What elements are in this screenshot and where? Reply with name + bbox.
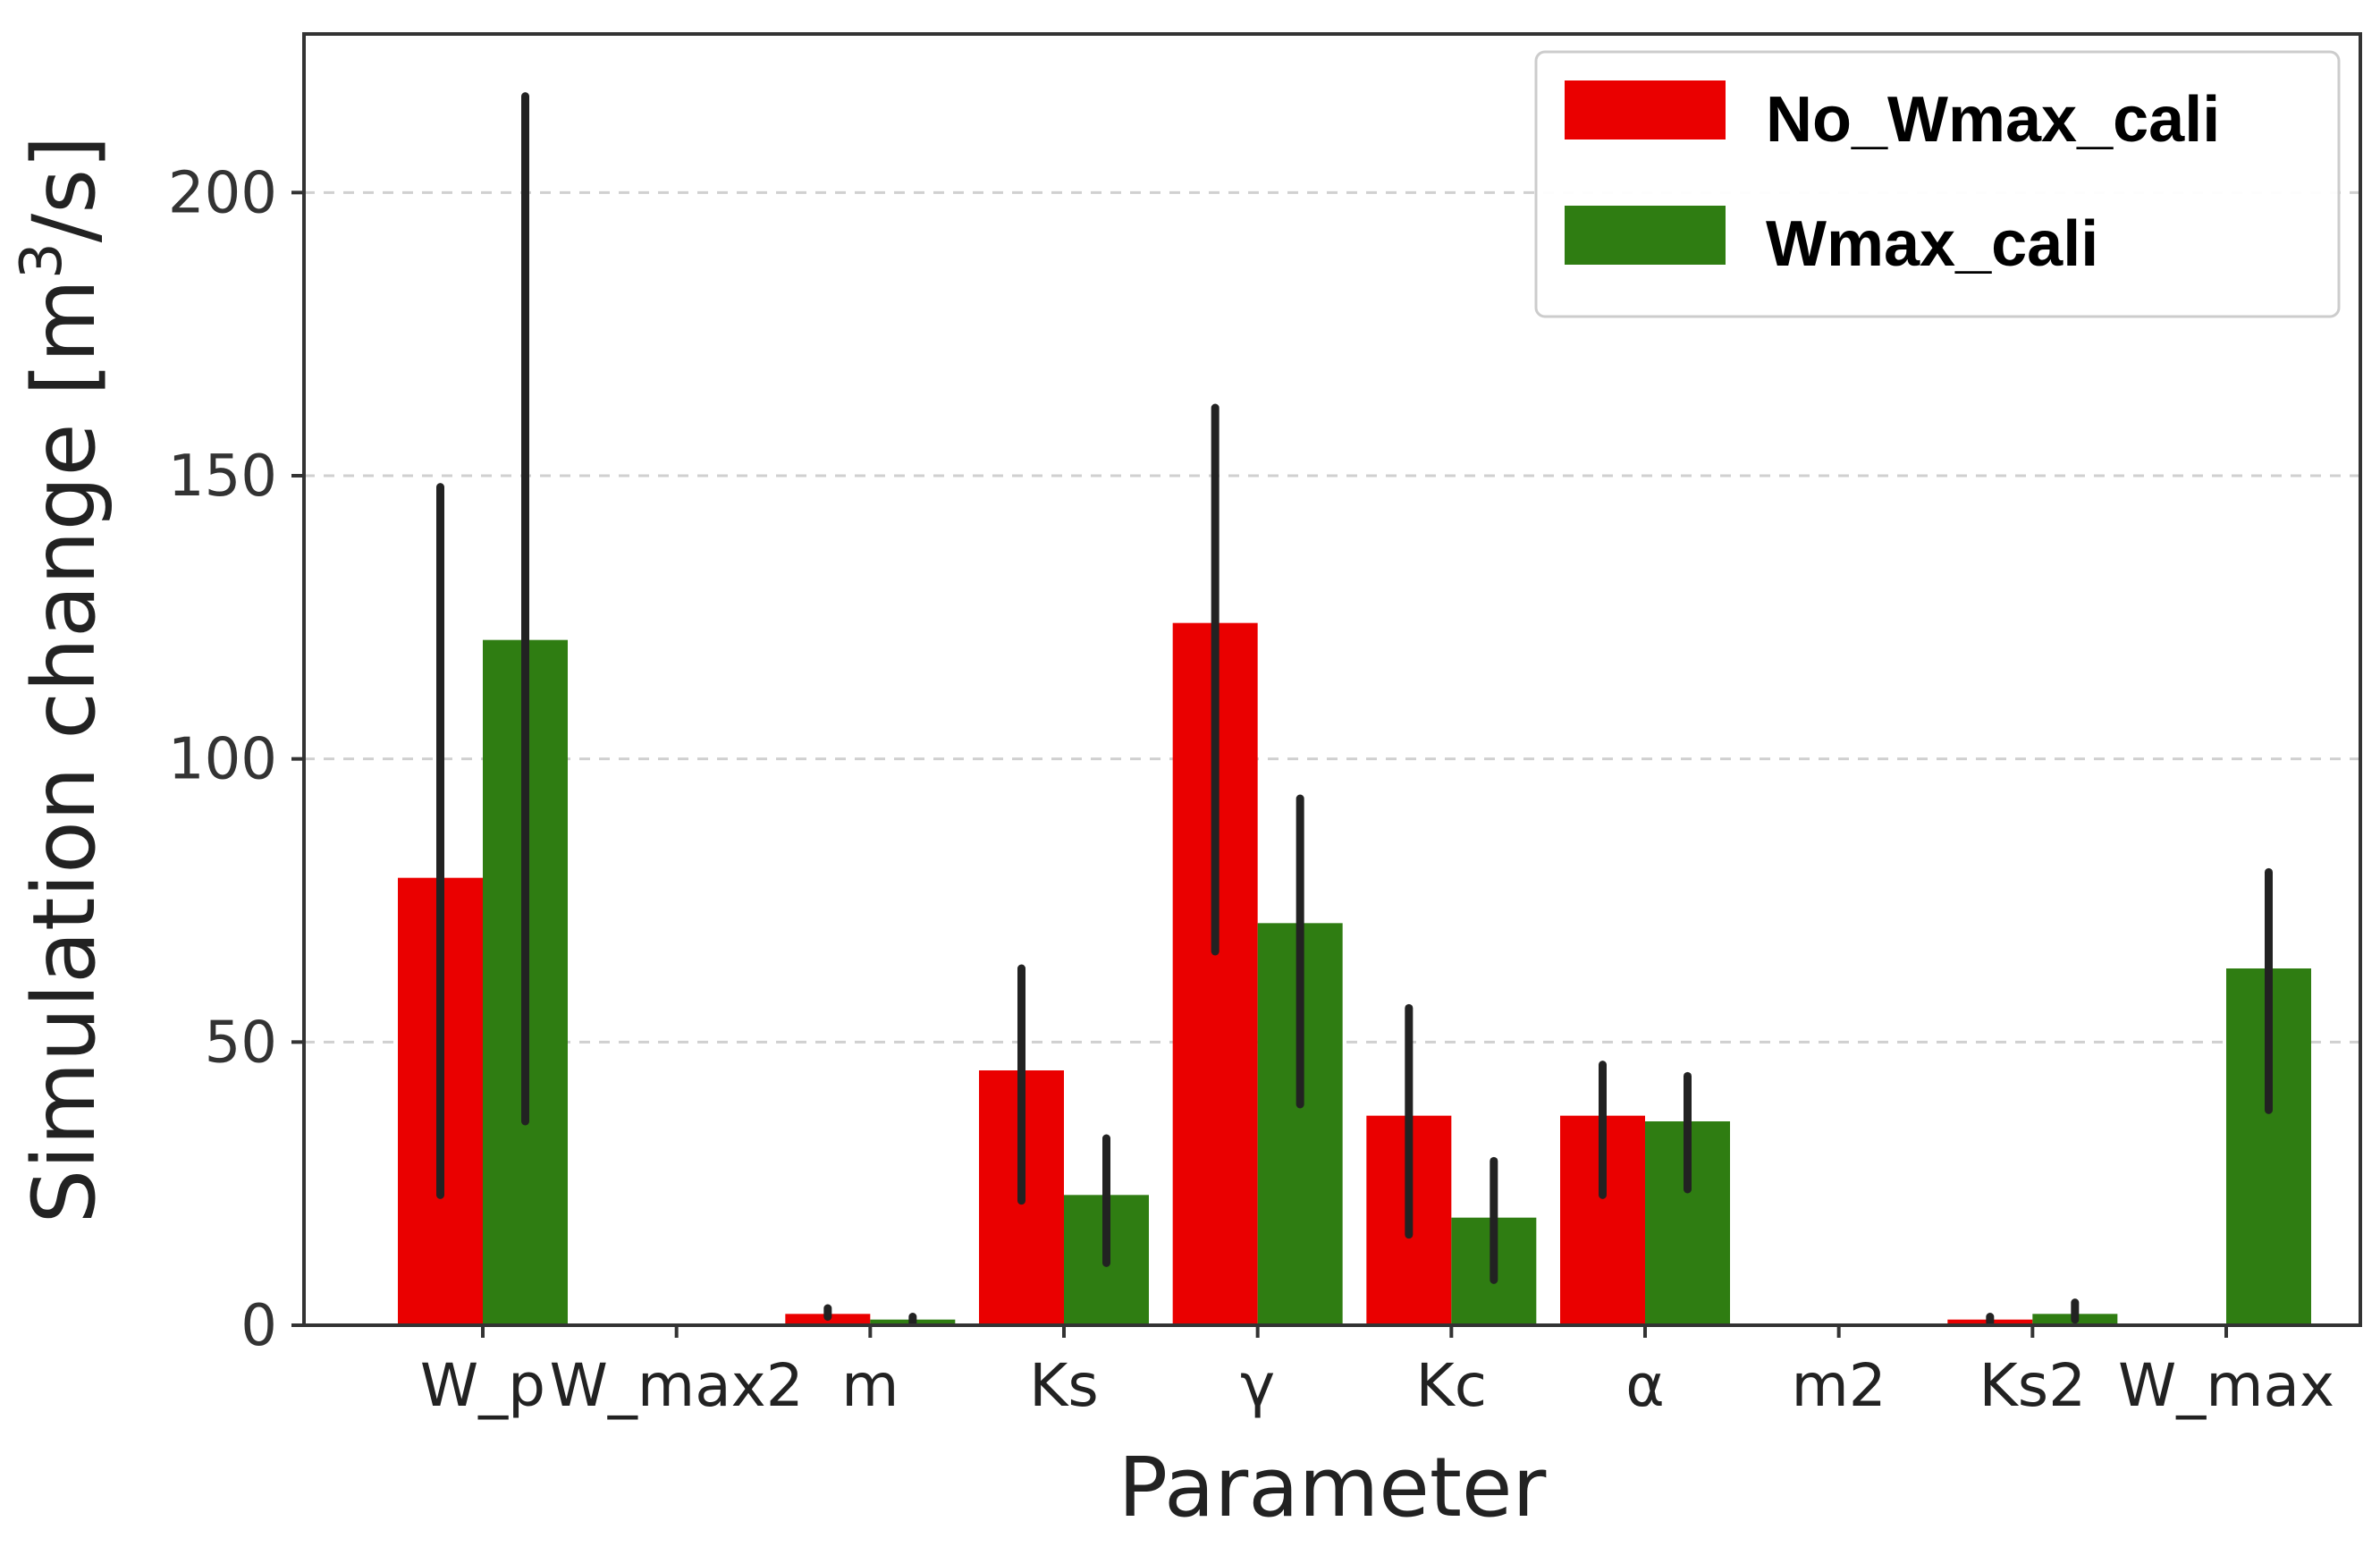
- x-tick-label: Ks: [1029, 1351, 1099, 1420]
- y-tick-label: 200: [168, 160, 277, 226]
- x-tick-label: m2: [1792, 1351, 1886, 1420]
- x-tick-label: γ: [1240, 1351, 1275, 1420]
- x-axis-ticks: W_p W_max2 m Ks γ Kc α m2 Ks2 W_max: [420, 1325, 2334, 1420]
- x-tick-label: W_max2: [550, 1351, 804, 1420]
- x-axis-label: Parameter: [1118, 1440, 1547, 1535]
- legend-label-no-wmax-cali: No_Wmax_cali: [1766, 84, 2220, 156]
- error-bars: [436, 92, 2273, 1327]
- legend-swatch-no-wmax-cali: [1565, 80, 1726, 139]
- y-axis-label: Simulation change [m3/s]: [9, 135, 114, 1223]
- y-tick-label: 150: [168, 444, 277, 510]
- bars: [398, 622, 2311, 1325]
- legend-label-wmax-cali: Wmax_cali: [1766, 208, 2098, 280]
- legend: No_Wmax_cali Wmax_cali: [1534, 50, 2341, 318]
- legend-swatch-wmax-cali: [1565, 206, 1726, 265]
- y-axis-label-suffix: /s]: [14, 135, 114, 242]
- x-tick-label: W_p: [420, 1351, 545, 1420]
- y-tick-label: 50: [205, 1010, 277, 1076]
- y-tick-label: 0: [241, 1293, 277, 1359]
- x-tick-label: Ks2: [1979, 1351, 2086, 1420]
- y-tick-label: 100: [168, 727, 277, 793]
- x-tick-label: W_max: [2118, 1351, 2334, 1420]
- grid-lines: [304, 190, 2360, 1044]
- plot-frame: [302, 32, 2362, 1327]
- y-axis-label-main: Simulation change [m: [14, 279, 114, 1224]
- x-tick-label: α: [1625, 1351, 1665, 1420]
- x-tick-label: Kc: [1416, 1351, 1488, 1420]
- x-tick-label: m: [841, 1351, 899, 1420]
- y-axis-label-superscript: 3: [9, 242, 75, 279]
- y-axis-ticks: 0 50 100 150 200: [168, 160, 304, 1359]
- legend-box: [1534, 50, 2341, 318]
